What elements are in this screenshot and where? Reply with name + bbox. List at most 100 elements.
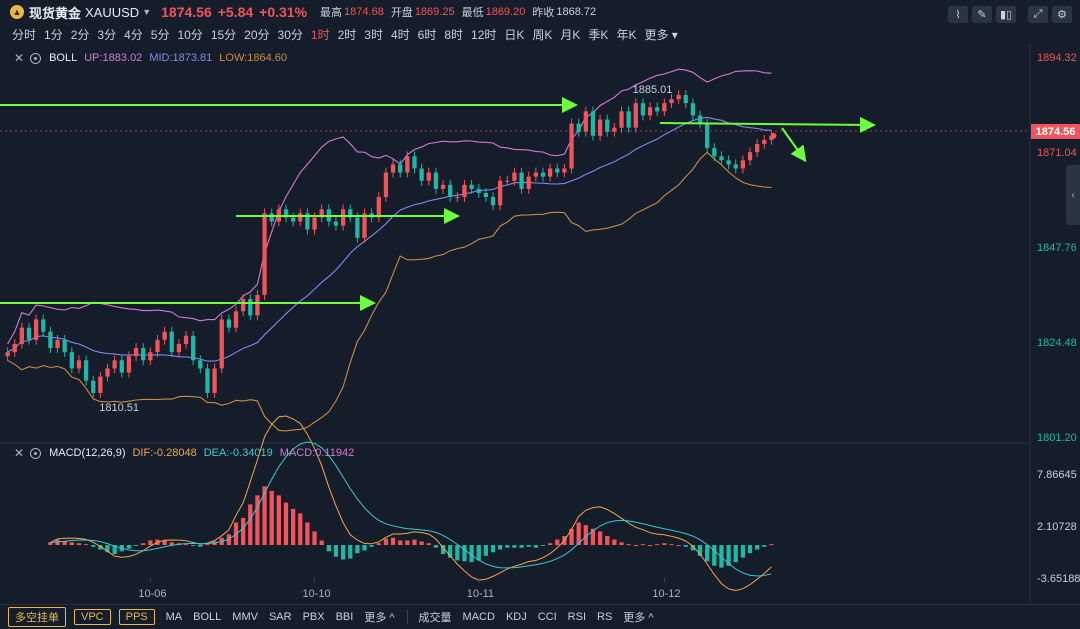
grid-lines: [0, 44, 1080, 604]
symbol-code[interactable]: XAUUSD: [85, 4, 140, 20]
period-tab[interactable]: 1分: [44, 27, 63, 42]
candle-body: [241, 299, 246, 312]
period-tab[interactable]: 季K: [588, 27, 609, 42]
period-tab[interactable]: 12时: [471, 27, 497, 42]
indicator-button[interactable]: BBI: [335, 611, 354, 623]
boll-name[interactable]: BOLL: [49, 52, 78, 64]
candle-body: [747, 152, 753, 161]
candle-body: [362, 213, 367, 238]
candle-body: [248, 299, 253, 316]
candle-body: [255, 294, 260, 316]
period-tab[interactable]: 分时: [12, 27, 37, 42]
badge-button[interactable]: 多空挂单: [8, 607, 66, 627]
period-tab[interactable]: 30分: [277, 27, 303, 42]
macd-bar: [348, 545, 353, 559]
panel-collapse-handle[interactable]: ‹: [1066, 165, 1080, 225]
current-price: 1874.56: [161, 4, 212, 20]
fullscreen-icon[interactable]: ⤢: [1028, 6, 1048, 23]
period-tab[interactable]: 更多 ▾: [644, 27, 678, 42]
candle-body: [719, 156, 724, 161]
period-tab[interactable]: 2分: [70, 27, 90, 42]
period-tab[interactable]: 月K: [560, 27, 581, 42]
period-tab[interactable]: 年K: [616, 27, 637, 42]
macd-bar: [405, 540, 410, 546]
macd-bar: [655, 544, 660, 546]
indicator-button[interactable]: MACD: [462, 611, 495, 623]
period-tab[interactable]: 5分: [150, 27, 170, 42]
badge-button[interactable]: VPC: [74, 609, 111, 625]
indicator-button[interactable]: MMV: [232, 611, 258, 623]
macd-bar: [412, 539, 417, 546]
period-tab[interactable]: 1时: [310, 27, 330, 42]
macd-bar: [555, 539, 560, 546]
symbol-name[interactable]: 现货黄金: [29, 5, 82, 21]
axes: 1894.32 1871.04 1847.76 1824.48 1801.20 7.866…: [138, 52, 1080, 600]
macd-bar: [141, 543, 146, 546]
trend-arrow: [659, 116, 876, 133]
candle-body: [119, 360, 124, 373]
period-tab[interactable]: 3时: [364, 27, 383, 42]
macd-bar: [583, 525, 588, 546]
macd-tick-label: 7.86645: [1037, 469, 1077, 481]
period-tab[interactable]: 3分: [97, 27, 117, 42]
close-icon[interactable]: ✕: [14, 446, 25, 460]
macd-bar: [269, 490, 274, 546]
badge-button[interactable]: PPS: [118, 609, 155, 625]
period-tab[interactable]: 10分: [177, 27, 203, 42]
period-tab[interactable]: 8时: [444, 27, 464, 42]
chart-type-icon[interactable]: ⌇: [948, 6, 968, 23]
chart-area[interactable]: 1885.01 1810.51 1894.32 1871.04 1847.76 1824…: [0, 44, 1080, 604]
period-tab[interactable]: 日K: [504, 27, 525, 42]
period-tab[interactable]: 15分: [210, 27, 237, 42]
period-tab[interactable]: 2时: [337, 27, 357, 42]
eye-icon[interactable]: [30, 52, 42, 64]
period-tabs: 分时 1分 2分 3分 4分 5分 10分 15分 20分 30分 1时 2时 3时 4时 6时 8时 12时日…: [0, 24, 1080, 44]
candle-body: [162, 331, 167, 340]
indicator-button[interactable]: PBX: [302, 611, 325, 623]
candle-body: [612, 127, 617, 132]
chevron-down-icon[interactable]: ▼: [142, 7, 152, 17]
settings-gear-icon[interactable]: ⚙: [1052, 6, 1072, 23]
indicator-button[interactable]: BOLL: [193, 611, 222, 623]
macd-hist-value: MACD:0.11942: [279, 447, 355, 459]
indicator-button[interactable]: SAR: [268, 611, 292, 623]
period-tab[interactable]: 6时: [417, 27, 437, 42]
candle-body: [126, 356, 132, 373]
candle-style-icon[interactable]: ▮▯: [996, 6, 1016, 23]
macd-name[interactable]: MACD(12,26,9): [49, 447, 126, 459]
indicator-button[interactable]: MA: [165, 611, 183, 623]
price-change: +5.84: [217, 4, 254, 20]
period-tab[interactable]: 20分: [244, 27, 270, 42]
macd-panel: [48, 415, 774, 592]
boll-label-row: ✕ BOLL UP:1883.02 MID:1873.81 LOW:1864.6…: [0, 50, 287, 66]
indicator-button[interactable]: CCI: [537, 611, 557, 623]
period-tab[interactable]: 4时: [390, 27, 410, 42]
indicator-button[interactable]: KDJ: [505, 611, 527, 623]
macd-bar: [547, 543, 553, 546]
candle-body: [91, 380, 96, 393]
indicator-button[interactable]: 更多 ^: [364, 612, 395, 624]
indicator-button[interactable]: RS: [597, 611, 613, 623]
macd-bar: [362, 545, 367, 551]
boll-up-value: UP:1883.02: [84, 52, 143, 64]
indicator-button[interactable]: RSI: [567, 611, 587, 623]
candle-body: [398, 164, 403, 173]
indicator-button[interactable]: 更多 ^: [623, 612, 654, 624]
price-change-pct: +0.31%: [259, 4, 308, 20]
candle-body: [390, 164, 396, 173]
draw-pen-icon[interactable]: ✎: [972, 6, 992, 23]
period-tab[interactable]: 周K: [532, 27, 553, 42]
candle-body: [290, 217, 296, 222]
indicator-button[interactable]: 成交量: [418, 612, 452, 624]
prev-close-value: 1868.72: [556, 6, 597, 18]
macd-bar: [376, 543, 381, 546]
macd-bar: [169, 542, 174, 546]
macd-bar: [390, 537, 396, 546]
candle-body: [319, 209, 324, 218]
eye-icon[interactable]: [30, 447, 42, 459]
period-tab[interactable]: 4分: [124, 27, 143, 42]
macd-bar: [276, 495, 281, 546]
close-icon[interactable]: ✕: [14, 51, 25, 65]
macd-bar: [740, 545, 746, 558]
macd-bar: [319, 540, 324, 546]
